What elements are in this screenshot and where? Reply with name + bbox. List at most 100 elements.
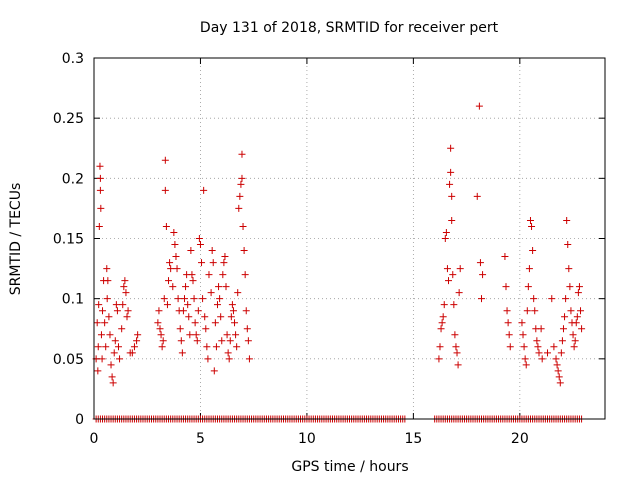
data-point [95,301,103,309]
data-point [521,355,529,363]
data-point [171,241,179,249]
data-point [235,204,243,212]
data-point [205,271,213,279]
y-tick-label: 0.05 [53,352,84,368]
x-axis-label: GPS time / hours [291,459,408,475]
data-point [233,343,241,351]
data-point [158,343,166,351]
data-point [180,295,188,303]
data-point [174,295,182,303]
y-tick-label: 0.3 [62,51,84,67]
data-point [242,307,250,315]
data-point [219,271,227,279]
data-point [526,216,534,224]
data-point [571,337,579,345]
data-point [533,337,541,345]
data-point [96,186,104,194]
data-point [566,283,574,291]
data-point [562,295,570,303]
data-point [177,337,185,345]
data-point [172,253,180,261]
data-point [550,343,558,351]
data-point [119,301,127,309]
data-point [110,349,118,357]
data-point [453,349,461,357]
data-point [456,265,464,273]
data-point [240,247,248,255]
data-point [109,379,117,387]
data-point [225,355,233,363]
data-point [522,361,530,369]
data-point [157,331,165,339]
data-point [229,307,237,315]
data-point [166,259,174,267]
data-point [548,295,556,303]
x-tick-label: 0 [90,431,99,447]
data-point [518,319,526,327]
data-point [575,283,583,291]
data-point [120,283,128,291]
data-point [505,331,513,339]
data-point [189,277,197,285]
data-point [228,301,236,309]
data-point [212,343,220,351]
data-point [128,349,136,357]
data-point [106,331,114,339]
data-point [544,349,552,357]
data-point [193,337,201,345]
data-point [538,355,546,363]
data-point [436,343,444,351]
data-point [199,295,207,303]
data-point [502,283,510,291]
data-point [446,180,454,188]
data-point [184,301,192,309]
data-point [98,355,106,363]
data-point [224,349,232,357]
data-point [154,319,162,327]
data-point [123,313,131,321]
data-point [455,289,463,297]
data-point [195,235,203,242]
data-point [104,277,112,285]
data-point [448,192,456,200]
y-tick-label: 0 [75,412,84,428]
data-point [450,301,458,309]
data-point [237,180,245,188]
data-point [435,355,443,363]
data-point [534,343,542,351]
data-point [107,361,115,369]
data-point [208,247,216,255]
tick-layer: 0 0.05 0.1 0.15 0.2 0.25 0.3 0 5 10 15 20 [53,51,605,447]
data-point [96,174,104,182]
data-point [97,331,105,339]
data-point [563,216,571,224]
data-point [215,283,223,291]
data-point [161,156,169,164]
data-point [118,325,126,333]
data-point [213,301,221,309]
data-point [217,313,225,321]
data-point [165,277,173,285]
data-point [105,313,113,321]
data-point [94,367,102,375]
data-point [564,241,572,249]
data-point [200,186,208,194]
data-point [554,367,562,375]
data-point [555,373,563,381]
data-point [454,361,462,369]
data-point [194,307,202,315]
data-point [99,307,107,315]
data-point [519,331,527,339]
data-point [203,343,211,351]
data-point [156,325,164,333]
data-point [103,295,111,303]
data-point [478,295,486,303]
data-point [437,325,445,333]
plot-frame [93,57,606,420]
data-point [578,325,586,333]
data-point [221,253,229,261]
data-point [210,367,218,375]
y-tick-label: 0.2 [62,171,84,187]
data-point [216,295,224,303]
x-tick-label: 15 [404,431,422,447]
